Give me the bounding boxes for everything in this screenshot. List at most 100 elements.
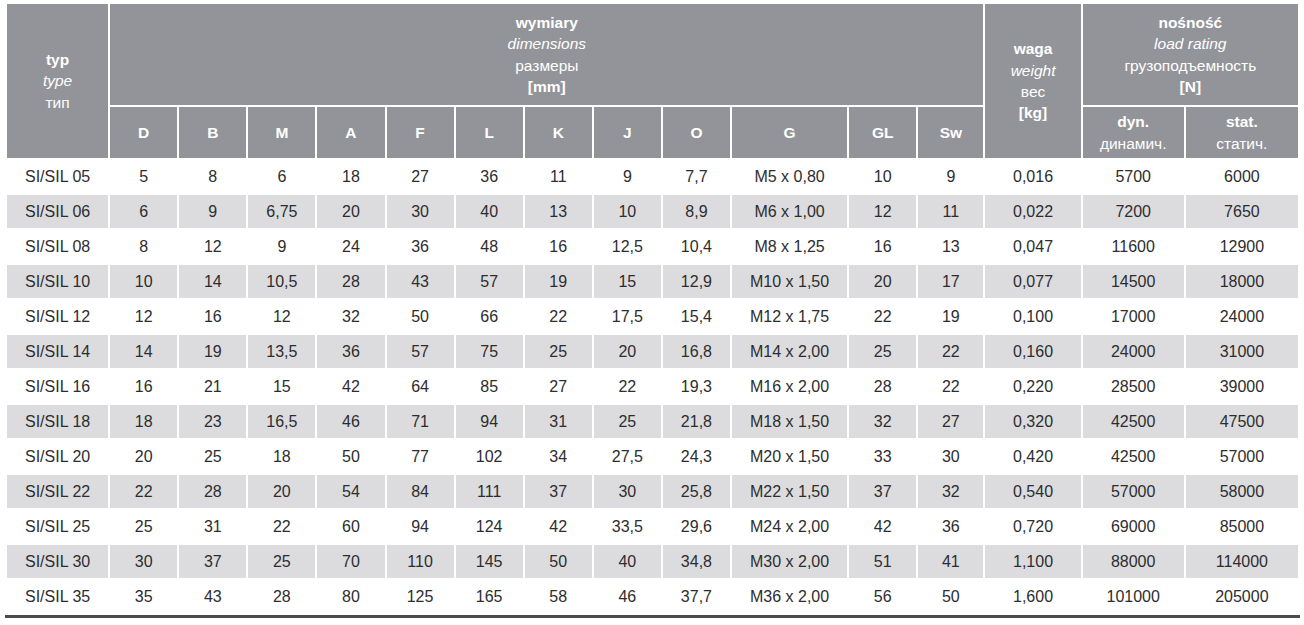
weight-cell: 0,220 [985, 370, 1080, 403]
dim-cell-B: 23 [179, 405, 246, 438]
dim-cell-GL: 33 [849, 440, 916, 473]
dim-cell-A: 20 [317, 195, 384, 228]
table-header: typ type тип wymiary dimensions размеры … [7, 4, 1298, 158]
dim-cell-G: M8 x 1,25 [732, 230, 847, 263]
dim-cell-Sw: 50 [918, 580, 983, 613]
dim-column-header-A: A [317, 107, 384, 158]
dyn-load-cell: 7200 [1083, 195, 1184, 228]
dim-cell-L: 40 [456, 195, 523, 228]
dim-cell-J: 30 [594, 475, 661, 508]
weight-cell: 0,540 [985, 475, 1080, 508]
table-row: SI/SIL 16162115426485272219,3M16 x 2,002… [7, 370, 1298, 403]
dyn-load-cell: 28500 [1083, 370, 1184, 403]
dim-cell-B: 37 [179, 545, 246, 578]
dim-cell-B: 19 [179, 335, 246, 368]
dim-cell-D: 14 [110, 335, 177, 368]
type-cell: SI/SIL 25 [7, 510, 108, 543]
stat-column-header: stat. статич. [1186, 107, 1298, 158]
type-cell: SI/SIL 35 [7, 580, 108, 613]
dyn-load-cell: 69000 [1083, 510, 1184, 543]
dim-cell-F: 57 [387, 335, 454, 368]
dim-cell-B: 25 [179, 440, 246, 473]
dim-cell-M: 22 [248, 510, 315, 543]
dim-cell-A: 60 [317, 510, 384, 543]
dim-cell-O: 15,4 [663, 300, 730, 333]
table-row: SI/SIL 2525312260941244233,529,6M24 x 2,… [7, 510, 1298, 543]
dim-cell-G: M5 x 0,80 [732, 160, 847, 193]
weight-header-en: weight [985, 60, 1080, 81]
dim-cell-D: 20 [110, 440, 177, 473]
dim-cell-M: 20 [248, 475, 315, 508]
dim-cell-M: 28 [248, 580, 315, 613]
dim-cell-G: M16 x 2,00 [732, 370, 847, 403]
dim-cell-J: 33,5 [594, 510, 661, 543]
dyn-load-cell: 24000 [1083, 335, 1184, 368]
dim-cell-L: 57 [456, 265, 523, 298]
dim-cell-F: 71 [387, 405, 454, 438]
dim-cell-D: 16 [110, 370, 177, 403]
dim-cell-O: 8,9 [663, 195, 730, 228]
type-header-pl: typ [7, 49, 108, 70]
dim-cell-B: 12 [179, 230, 246, 263]
dim-cell-K: 25 [525, 335, 592, 368]
dim-cell-M: 9 [248, 230, 315, 263]
dim-column-header-M: M [248, 107, 315, 158]
type-cell: SI/SIL 16 [7, 370, 108, 403]
dim-cell-A: 18 [317, 160, 384, 193]
stat-load-cell: 18000 [1186, 265, 1298, 298]
type-cell: SI/SIL 12 [7, 300, 108, 333]
type-cell: SI/SIL 06 [7, 195, 108, 228]
dim-cell-A: 70 [317, 545, 384, 578]
dim-cell-A: 36 [317, 335, 384, 368]
dim-column-header-Sw: Sw [918, 107, 983, 158]
dyn-load-cell: 57000 [1083, 475, 1184, 508]
dim-cell-D: 18 [110, 405, 177, 438]
dim-cell-G: M18 x 1,50 [732, 405, 847, 438]
dim-cell-G: M30 x 2,00 [732, 545, 847, 578]
dim-cell-J: 46 [594, 580, 661, 613]
load-header-pl: nośność [1083, 12, 1298, 33]
load-header-unit: [N] [1083, 76, 1298, 97]
stat-load-cell: 114000 [1186, 545, 1298, 578]
type-column-header: typ type тип [7, 4, 108, 158]
dim-cell-Sw: 11 [918, 195, 983, 228]
dyn-load-cell: 5700 [1083, 160, 1184, 193]
dim-cell-K: 19 [525, 265, 592, 298]
dim-cell-B: 31 [179, 510, 246, 543]
type-header-ru: тип [7, 92, 108, 113]
type-cell: SI/SIL 20 [7, 440, 108, 473]
dim-cell-K: 50 [525, 545, 592, 578]
dim-cell-O: 29,6 [663, 510, 730, 543]
dim-cell-F: 43 [387, 265, 454, 298]
dim-cell-L: 75 [456, 335, 523, 368]
dim-cell-Sw: 17 [918, 265, 983, 298]
dim-cell-O: 21,8 [663, 405, 730, 438]
stat-header-ru: статич. [1186, 133, 1298, 154]
dim-cell-K: 27 [525, 370, 592, 403]
dyn-header-en: dyn. [1083, 111, 1184, 132]
dim-cell-M: 10,5 [248, 265, 315, 298]
stat-load-cell: 47500 [1186, 405, 1298, 438]
dim-cell-GL: 28 [849, 370, 916, 403]
dim-cell-Sw: 27 [918, 405, 983, 438]
dim-cell-L: 124 [456, 510, 523, 543]
dim-cell-D: 35 [110, 580, 177, 613]
dim-cell-M: 16,5 [248, 405, 315, 438]
table-row: SI/SIL 06696,7520304013108,9M6 x 1,00121… [7, 195, 1298, 228]
dimensions-header-unit: [mm] [110, 76, 983, 97]
dim-cell-B: 16 [179, 300, 246, 333]
dimensions-group-header: wymiary dimensions размеры [mm] [110, 4, 983, 105]
dim-cell-GL: 22 [849, 300, 916, 333]
dim-cell-B: 21 [179, 370, 246, 403]
table-row: SI/SIL 222228205484111373025,8M22 x 1,50… [7, 475, 1298, 508]
dim-cell-GL: 10 [849, 160, 916, 193]
dim-cell-K: 16 [525, 230, 592, 263]
dim-cell-O: 34,8 [663, 545, 730, 578]
dim-cell-G: M36 x 2,00 [732, 580, 847, 613]
dim-cell-Sw: 9 [918, 160, 983, 193]
dim-cell-G: M6 x 1,00 [732, 195, 847, 228]
table-body: SI/SIL 055861827361197,7M5 x 0,801090,01… [7, 160, 1298, 613]
dim-cell-J: 9 [594, 160, 661, 193]
dim-cell-L: 145 [456, 545, 523, 578]
weight-cell: 0,720 [985, 510, 1080, 543]
